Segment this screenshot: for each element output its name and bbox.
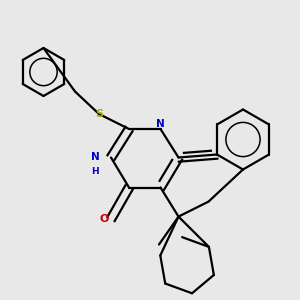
Text: O: O [100, 214, 109, 224]
Text: N: N [91, 152, 100, 163]
Text: N: N [156, 118, 165, 129]
Text: H: H [92, 167, 99, 176]
Text: S: S [95, 109, 103, 119]
